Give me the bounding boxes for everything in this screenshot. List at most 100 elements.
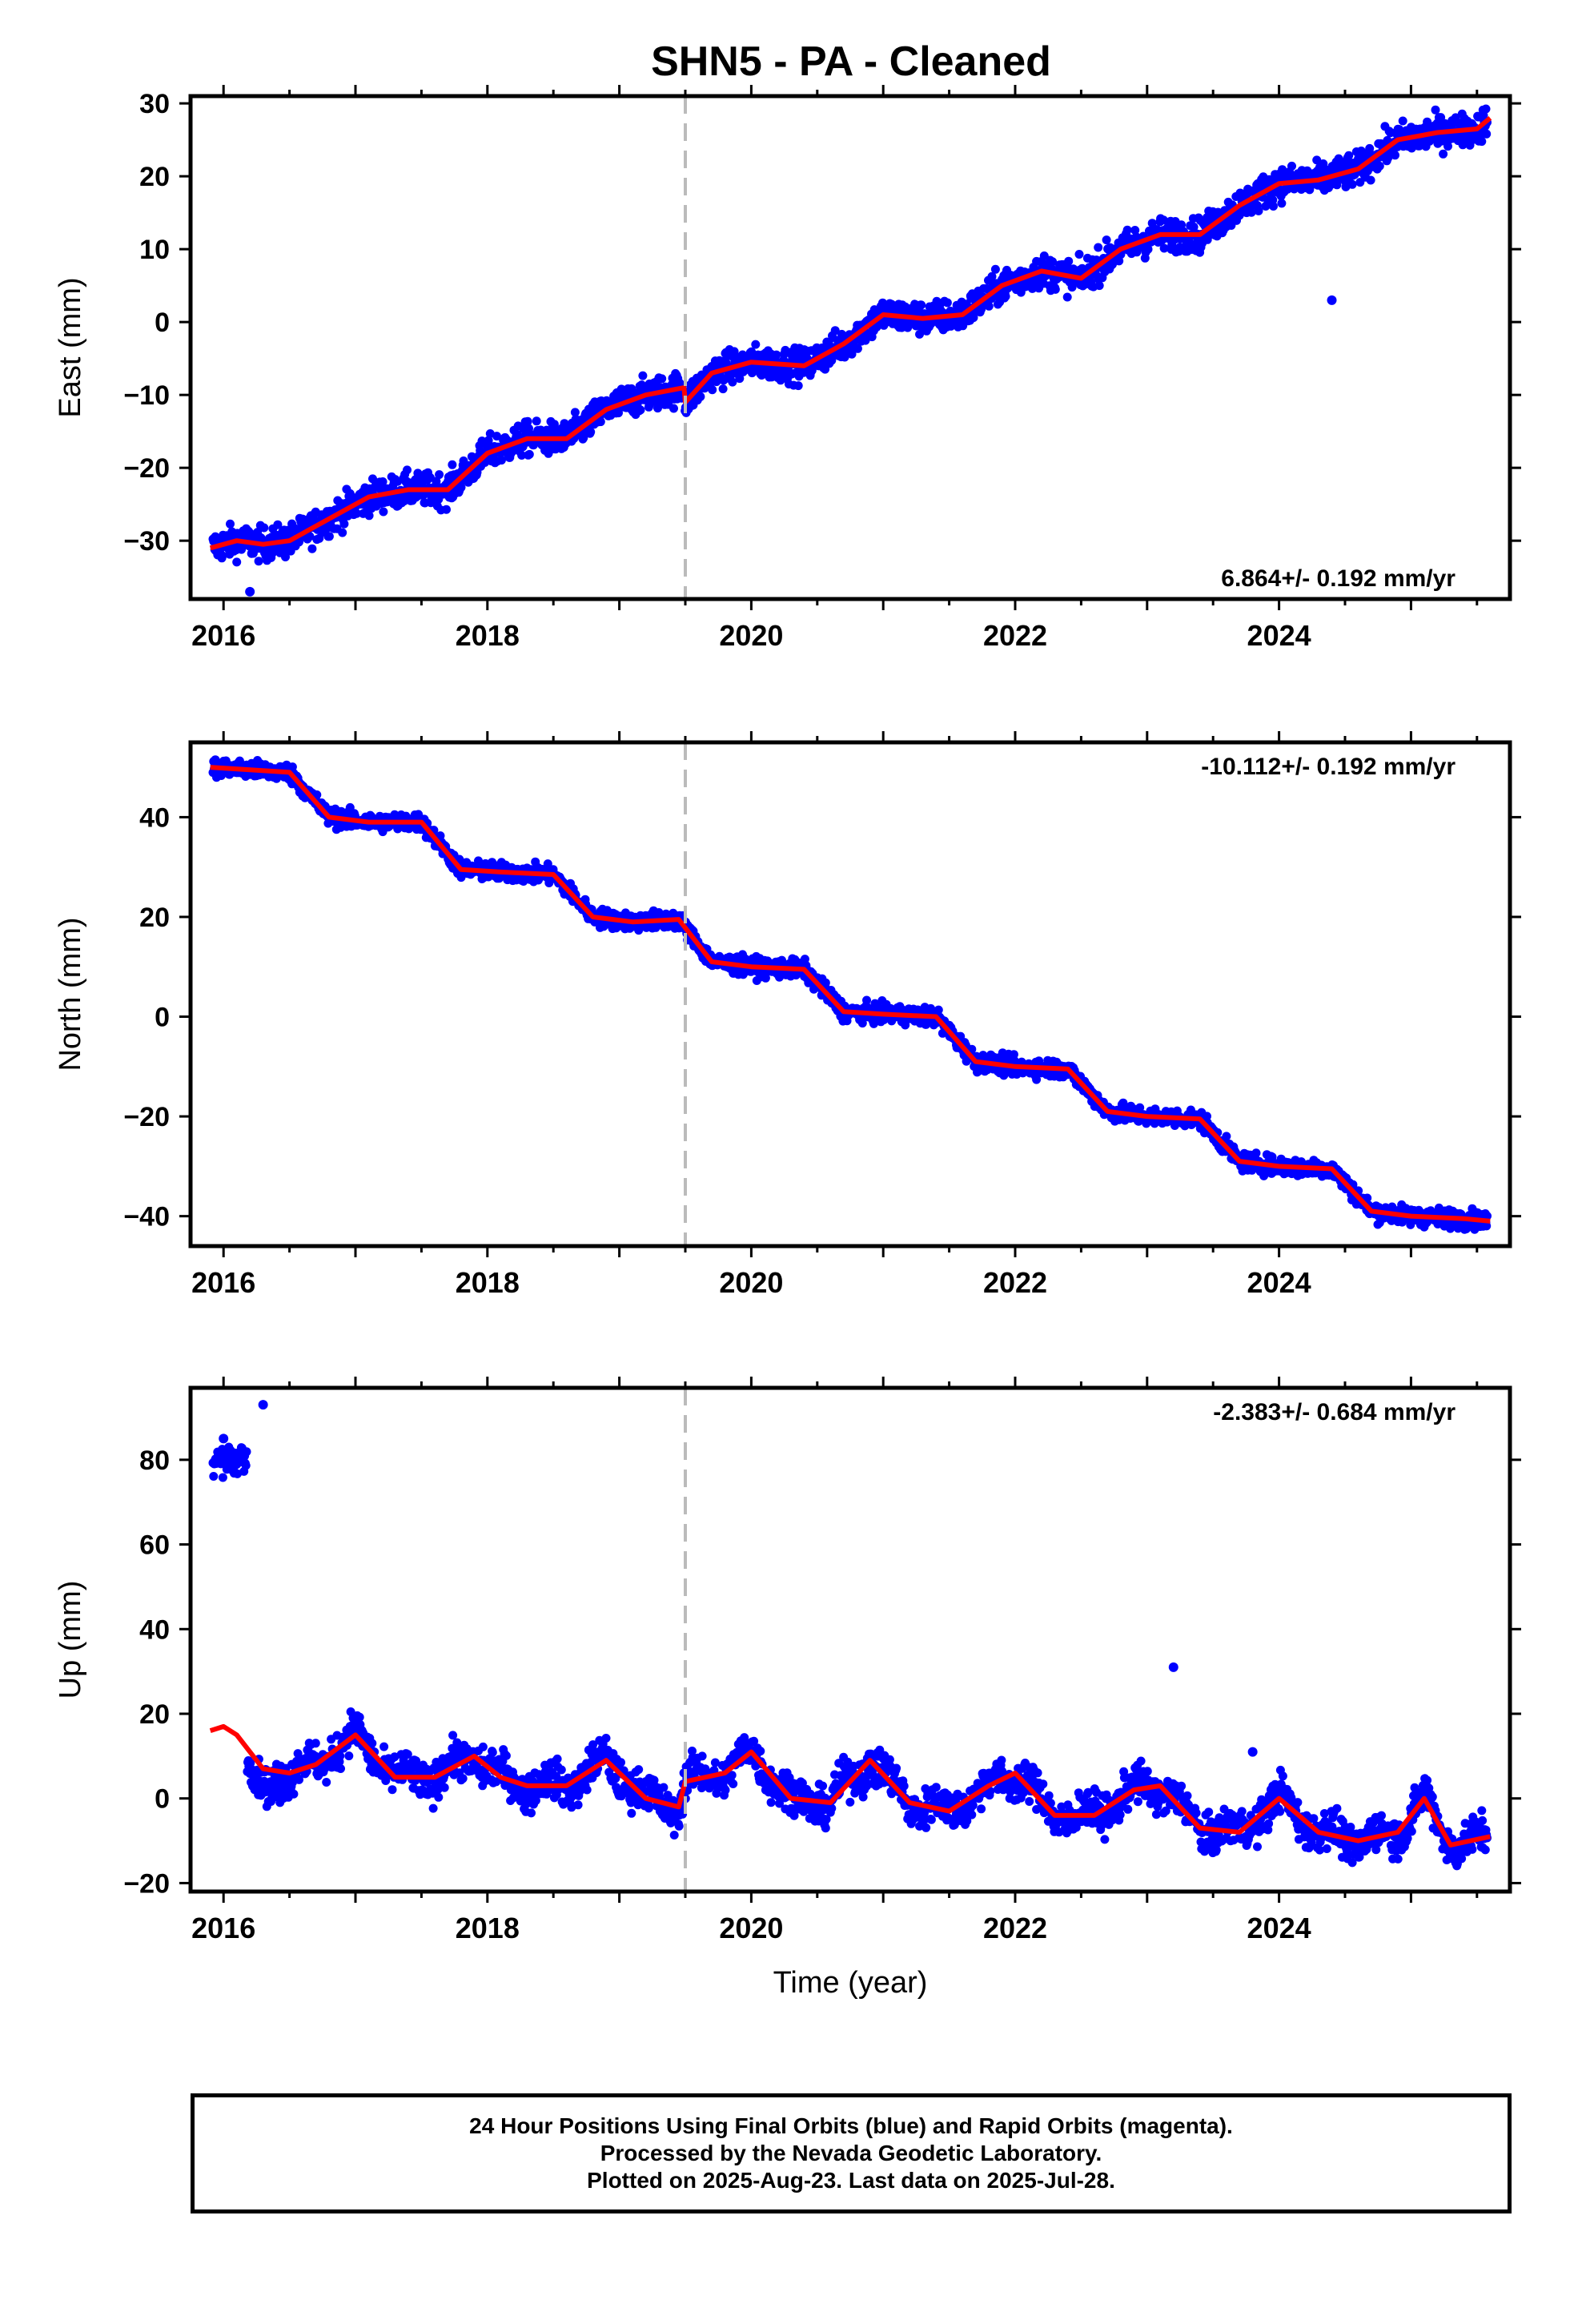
data-point [523,416,532,426]
data-point [496,456,506,465]
data-point [990,264,1000,274]
data-point [1094,243,1103,252]
data-point [1287,161,1296,171]
data-point [428,1803,438,1813]
data-point [1048,257,1058,267]
data-point [339,519,349,529]
data-point [524,449,534,459]
data-point [735,374,745,384]
data-point [729,347,739,356]
x-tick-label: 2020 [719,619,783,652]
x-tick-label: 2018 [456,619,520,652]
y-tick-label: −40 [123,1202,170,1232]
data-point [1277,199,1287,208]
y-tick-label: −20 [123,1868,170,1899]
data-point [847,349,857,359]
data-point [352,509,361,518]
data-point [1365,143,1375,153]
x-tick-label: 2016 [191,619,255,652]
data-point [1001,292,1010,301]
x-tick-label: 2020 [719,1912,783,1944]
data-point [336,1764,345,1773]
model-curve [210,765,1491,1224]
velocity-label: 6.864+/- 0.192 mm/yr [1221,565,1456,592]
x-tick-label: 2022 [983,1266,1047,1299]
data-point [718,384,728,394]
data-point [552,1754,562,1763]
data-point [1391,151,1399,160]
data-point [807,366,817,376]
data-point [532,416,541,426]
data-point [501,1751,511,1760]
data-point [969,313,978,323]
data-point [1064,256,1074,266]
x-tick-label: 2018 [456,1912,520,1944]
data-point [728,377,737,387]
data-point [586,427,596,436]
data-point [440,1783,449,1792]
data-point [942,298,952,308]
data-point [1439,149,1448,159]
y-axis-label: North (mm) [54,917,87,1071]
data-point [1415,141,1424,151]
y-tick-label: 20 [139,903,170,933]
data-point [830,326,840,336]
data-point [1477,137,1487,147]
data-point [344,1751,354,1761]
data-point [556,1765,566,1775]
y-tick-label: 0 [155,1003,170,1033]
data-point [722,359,731,368]
x-axis-label: Time (year) [773,1966,928,2000]
figure-title: SHN5 - PA - Cleaned [651,38,1051,85]
data-point [1062,292,1072,302]
data-point [984,301,994,311]
final-orbit-points [208,1400,1492,1871]
data-point [708,385,717,395]
data-point [1235,211,1244,220]
data-point [442,505,451,514]
data-point [772,350,781,360]
y-tick-label: 40 [139,802,170,833]
x-tick-label: 2024 [1247,619,1311,652]
data-point [1222,1132,1231,1141]
x-tick-label: 2016 [191,1266,255,1299]
data-point [1159,243,1169,253]
data-point [484,436,493,445]
x-tick-label: 2022 [983,619,1047,652]
data-point [478,1742,488,1751]
data-point [1347,179,1357,189]
y-tick-label: −20 [123,453,170,484]
data-point [1122,225,1132,235]
data-point [696,392,705,401]
data-point [636,405,645,415]
data-point [579,433,588,443]
data-point [458,1774,468,1783]
data-point [1269,202,1278,211]
data-point [403,465,412,475]
data-point [1189,222,1199,231]
data-point [853,344,862,353]
data-point [1102,235,1111,245]
outlier-point [1327,295,1337,305]
data-point [1247,207,1256,217]
data-point [1383,153,1393,163]
data-point [1482,129,1492,139]
x-tick-label: 2024 [1247,1912,1311,1944]
data-point [1251,1148,1261,1158]
y-tick-label: 20 [139,162,170,192]
data-point [1436,113,1446,123]
data-point [1177,220,1186,230]
final-orbit-points [208,104,1492,597]
outlier-point [245,586,255,597]
model-curve [209,115,1492,551]
data-point [1254,206,1263,215]
data-point [218,551,227,561]
data-point [335,1751,345,1761]
y-tick-label: −10 [123,380,170,411]
data-point [492,432,501,441]
data-point [793,381,803,391]
